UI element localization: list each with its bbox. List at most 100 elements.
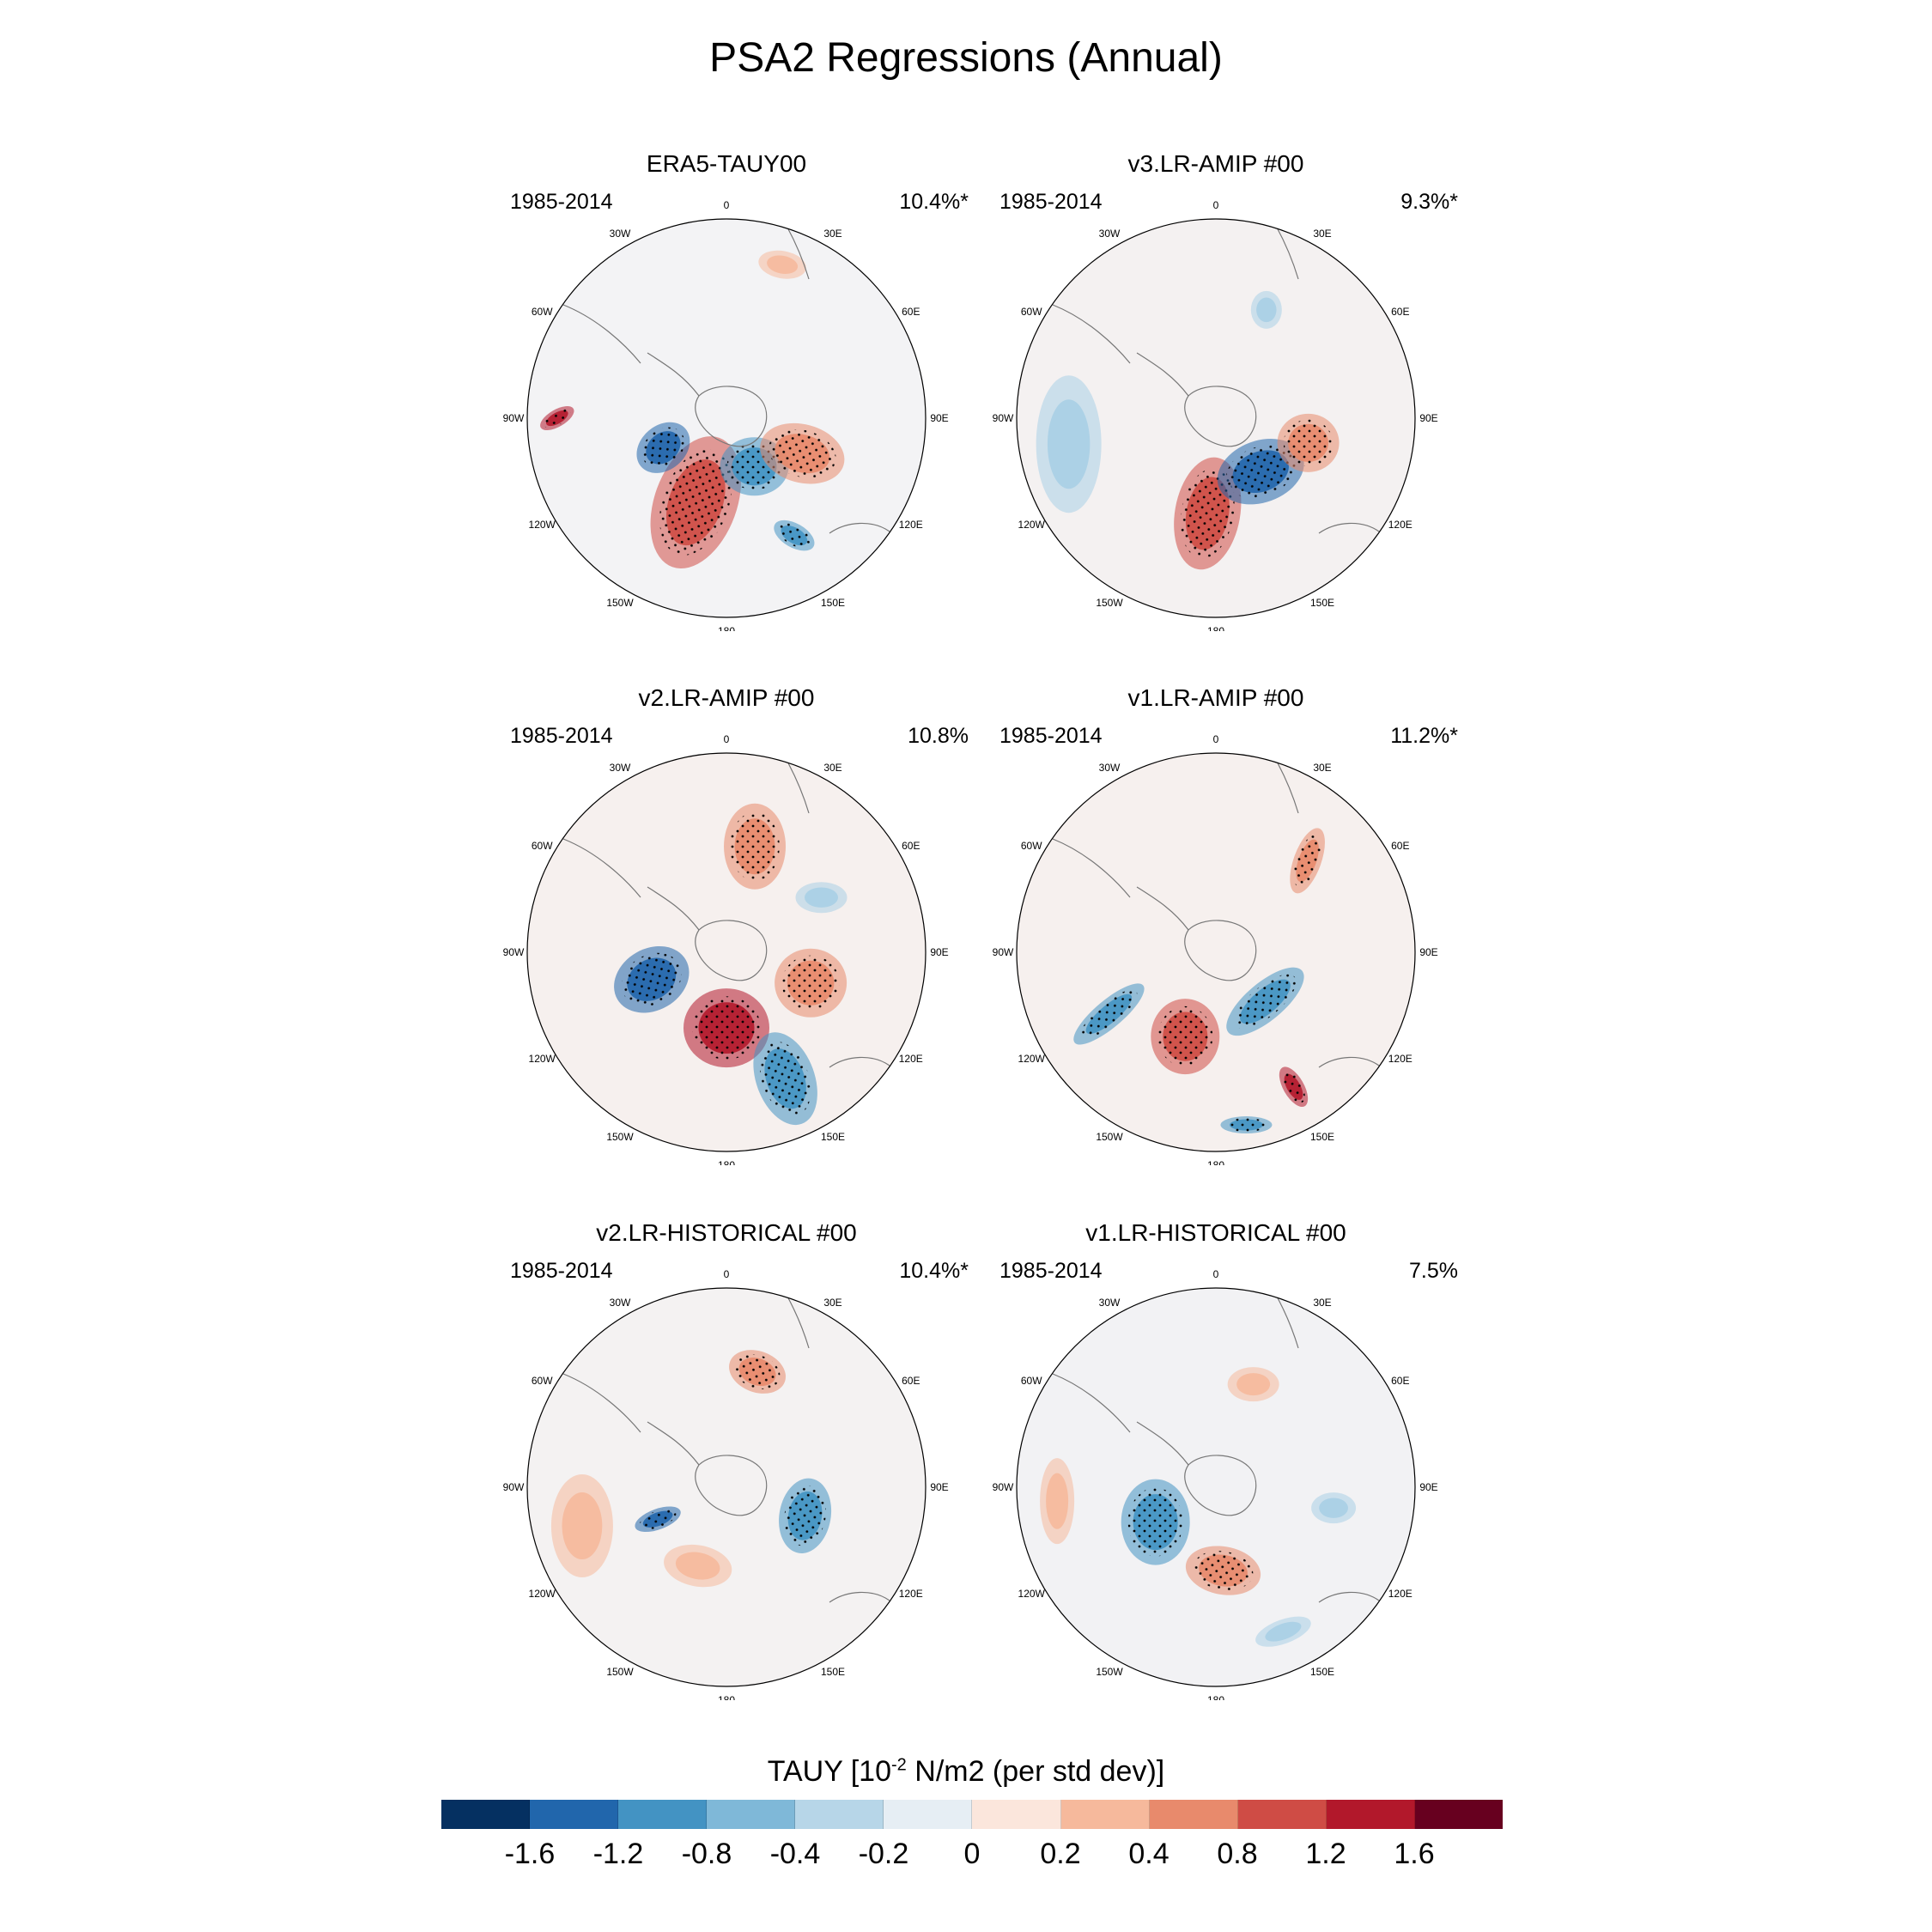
longitude-label: 30W bbox=[610, 228, 631, 240]
longitude-label: 30W bbox=[1099, 228, 1121, 240]
panel-variance-percent: 9.3%* bbox=[1400, 190, 1458, 214]
anomaly-core bbox=[675, 1552, 720, 1580]
australia-coastline bbox=[829, 522, 890, 534]
significance-stippling bbox=[1193, 1551, 1254, 1590]
longitude-label: 120E bbox=[1388, 1053, 1413, 1065]
longitude-label: 30E bbox=[1313, 762, 1331, 774]
panel-title: v3.LR-AMIP #00 bbox=[1127, 150, 1304, 177]
colorbar-title: TAUY [10-2 N/m2 (per std dev)] bbox=[767, 1755, 1165, 1788]
longitude-label: 30W bbox=[610, 1297, 631, 1309]
longitude-label: 90E bbox=[1419, 1481, 1437, 1493]
map-background bbox=[1017, 1288, 1415, 1686]
colorbar-tick: 0.4 bbox=[1128, 1838, 1170, 1870]
peninsula-coastline bbox=[1136, 886, 1189, 931]
map-border bbox=[1016, 218, 1416, 618]
africa-coastline bbox=[1275, 1294, 1299, 1349]
longitude-label: 120W bbox=[529, 519, 556, 531]
longitude-label: 30W bbox=[610, 762, 631, 774]
significance-stippling bbox=[1225, 1118, 1267, 1133]
longitude-label: 120W bbox=[1018, 1053, 1046, 1065]
longitude-label: 180 bbox=[1207, 1694, 1224, 1700]
anomaly-core bbox=[767, 255, 799, 274]
south-america-coastline bbox=[562, 838, 641, 898]
map-background bbox=[527, 219, 926, 617]
longitude-label: 120E bbox=[1388, 1588, 1413, 1600]
africa-coastline bbox=[1275, 759, 1299, 814]
longitude-label: 0 bbox=[724, 1268, 730, 1280]
polar-map: 0 30E 60E 90E 120E 150E 180 150W 120W 90W 60W 30W bbox=[503, 1268, 949, 1700]
australia-coastline bbox=[829, 1056, 890, 1068]
colorbar-tick: -1.6 bbox=[504, 1838, 556, 1870]
longitude-label: 60E bbox=[1391, 840, 1409, 852]
longitude-label: 90W bbox=[503, 412, 525, 424]
significance-stippling bbox=[778, 523, 811, 548]
longitude-label: 120W bbox=[529, 1053, 556, 1065]
significance-stippling bbox=[1127, 1487, 1183, 1557]
south-america-coastline bbox=[1052, 838, 1131, 898]
colorbar-box bbox=[972, 1800, 1061, 1829]
panel-variance-percent: 7.5% bbox=[1409, 1259, 1458, 1283]
map-border bbox=[1016, 752, 1416, 1152]
map-background bbox=[527, 753, 926, 1151]
panel-period: 1985-2014 bbox=[999, 190, 1103, 214]
panel-period: 1985-2014 bbox=[510, 1259, 613, 1283]
peninsula-coastline bbox=[1136, 1421, 1189, 1466]
colorbar-tick: -0.4 bbox=[769, 1838, 821, 1870]
longitude-label: 30E bbox=[1313, 228, 1331, 240]
anomaly-core bbox=[805, 887, 839, 908]
africa-coastline bbox=[1275, 225, 1299, 280]
significance-stippling bbox=[641, 427, 685, 468]
figure-title: PSA2 Regressions (Annual) bbox=[709, 35, 1223, 81]
colorbar-tick: 1.6 bbox=[1394, 1838, 1435, 1870]
significance-stippling bbox=[692, 996, 761, 1060]
map-border bbox=[526, 218, 927, 618]
map-panel: v1.LR-HISTORICAL #00 0 30E 60E 90E 120E 150E 18… bbox=[915, 1219, 1516, 1700]
south-america-coastline bbox=[1052, 1373, 1131, 1433]
colorbar-tick: -0.8 bbox=[681, 1838, 732, 1870]
colorbar-box bbox=[884, 1800, 973, 1829]
map-panel: ERA5-TAUY00 0 30E 60E 90E 120E 150E 180 150W 120W… bbox=[426, 150, 1027, 631]
antarctica-coastline bbox=[695, 386, 768, 447]
longitude-label: 150E bbox=[821, 1666, 845, 1678]
map-panel: v2.LR-HISTORICAL #00 0 30E 60E 90E 120E 150E 18… bbox=[426, 1219, 1027, 1700]
panel-variance-percent: 10.8% bbox=[908, 724, 969, 748]
longitude-label: 90E bbox=[930, 946, 948, 958]
longitude-label: 150W bbox=[1096, 1131, 1123, 1143]
significance-stippling bbox=[781, 955, 840, 1011]
anomaly-core bbox=[1236, 1373, 1271, 1396]
longitude-label: 60E bbox=[1391, 1375, 1409, 1387]
longitude-label: 60W bbox=[532, 840, 553, 852]
longitude-label: 90E bbox=[930, 412, 948, 424]
anomaly-core bbox=[1046, 1473, 1069, 1529]
antarctica-coastline bbox=[695, 1455, 768, 1516]
polar-map: 0 30E 60E 90E 120E 150E 180 150W 120W 90W 60W 30W bbox=[993, 1268, 1438, 1700]
longitude-label: 60E bbox=[1391, 306, 1409, 318]
colorbar-tick-labels: -1.6 -1.2 -0.8 -0.4 -0.2 0 0.2 0.4 0.8 1.2 1.6 bbox=[0, 1838, 1932, 1872]
colorbar-box bbox=[707, 1800, 796, 1829]
colorbar-box bbox=[441, 1800, 531, 1829]
panel-variance-percent: 10.4%* bbox=[899, 1259, 969, 1283]
colorbar-box bbox=[530, 1800, 619, 1829]
map-panel: v2.LR-AMIP #00 0 30E 60E 90E 120E 150E 180 150W 1… bbox=[426, 684, 1027, 1165]
south-america-coastline bbox=[562, 304, 641, 364]
significance-stippling bbox=[544, 408, 571, 428]
significance-stippling bbox=[1080, 989, 1138, 1039]
longitude-label: 60W bbox=[532, 306, 553, 318]
longitude-label: 90W bbox=[503, 1481, 525, 1493]
longitude-label: 120W bbox=[529, 1588, 556, 1600]
longitude-label: 180 bbox=[718, 1694, 735, 1700]
longitude-label: 30E bbox=[823, 228, 841, 240]
map-panel: v1.LR-AMIP #00 0 30E 60E 90E 120E 150E 180 150W 1… bbox=[915, 684, 1516, 1165]
antarctica-coastline bbox=[1184, 920, 1257, 981]
significance-stippling bbox=[1225, 445, 1296, 498]
longitude-label: 180 bbox=[1207, 625, 1224, 631]
anomaly-core bbox=[1256, 297, 1277, 323]
longitude-label: 60W bbox=[1021, 1375, 1042, 1387]
colorbar-tick: 0.8 bbox=[1217, 1838, 1258, 1870]
longitude-label: 180 bbox=[718, 625, 735, 631]
africa-coastline bbox=[786, 225, 810, 280]
longitude-label: 180 bbox=[718, 1159, 735, 1165]
map-border bbox=[526, 752, 927, 1152]
significance-stippling bbox=[1234, 974, 1297, 1030]
colorbar-box bbox=[618, 1800, 708, 1829]
